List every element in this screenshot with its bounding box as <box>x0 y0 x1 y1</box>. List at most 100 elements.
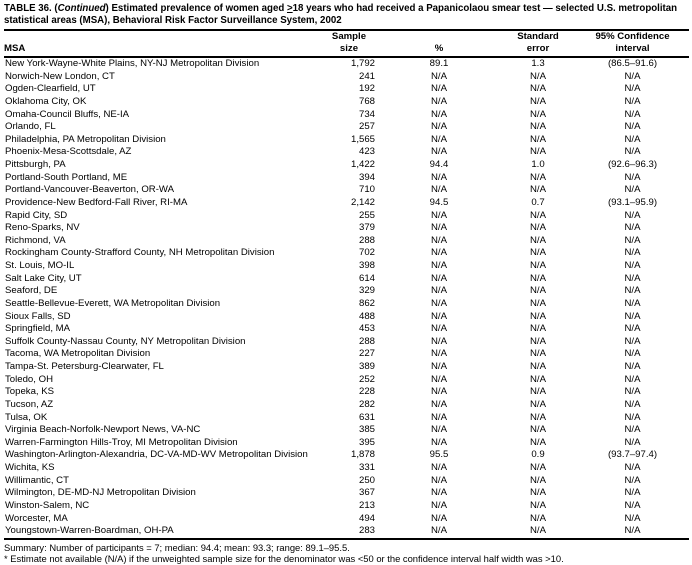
table-row: Willimantic, CT 250 N/A N/A N/A <box>4 475 689 488</box>
percent-cell: N/A <box>431 234 447 246</box>
standard-error-cell: N/A <box>530 133 546 145</box>
table-row: Philadelphia, PA Metropolitan Division 1… <box>4 134 689 147</box>
sample-size-cell: 379 <box>358 222 375 234</box>
header-msa-spacer <box>4 30 320 43</box>
table-row: Sioux Falls, SD 488 N/A N/A N/A <box>4 311 689 324</box>
standard-error-cell: N/A <box>530 95 546 107</box>
sample-size-cell: 488 <box>358 310 375 322</box>
confidence-interval-cell: N/A <box>624 398 641 410</box>
confidence-interval-cell: N/A <box>624 95 641 107</box>
confidence-interval-cell: N/A <box>624 335 641 347</box>
percent-cell: N/A <box>431 222 447 234</box>
confidence-interval-cell: N/A <box>624 348 641 360</box>
table-row: Omaha-Council Bluffs, NE-IA 734 N/A N/A … <box>4 109 689 122</box>
header-se-line2: error <box>500 42 576 59</box>
confidence-interval-cell: N/A <box>624 411 641 423</box>
percent-cell: N/A <box>431 83 447 95</box>
table-row: Pittsburgh, PA 1,422 94.4 1.0 (92.6–96.3… <box>4 159 689 172</box>
msa-cell: Suffolk County-Nassau County, NY Metropo… <box>5 335 246 347</box>
standard-error-cell: N/A <box>530 310 546 322</box>
standard-error-cell: N/A <box>530 70 546 82</box>
msa-cell: Seaford, DE <box>5 285 58 297</box>
msa-cell: New York-Wayne-White Plains, NY-NJ Metro… <box>5 58 260 69</box>
standard-error-cell: 1.3 <box>531 58 545 69</box>
msa-cell: Salt Lake City, UT <box>5 272 82 284</box>
percent-cell: N/A <box>431 323 447 335</box>
table-row: Warren-Farmington Hills-Troy, MI Metropo… <box>4 437 689 450</box>
confidence-interval-cell: (86.5–91.6) <box>607 58 658 69</box>
sample-size-cell: 385 <box>358 424 375 436</box>
confidence-interval-cell: N/A <box>624 260 641 271</box>
msa-cell: Philadelphia, PA Metropolitan Division <box>5 133 166 145</box>
sample-size-cell: 1,878 <box>350 449 375 461</box>
sample-size-cell: 228 <box>358 386 375 398</box>
confidence-interval-cell: (93.1–95.9) <box>607 196 658 208</box>
percent-cell: 94.4 <box>429 159 449 170</box>
sample-size-cell: 255 <box>358 209 375 221</box>
sample-size-cell: 494 <box>358 512 375 524</box>
msa-cell: Pittsburgh, PA <box>5 159 66 170</box>
msa-cell: Toledo, OH <box>5 373 53 385</box>
percent-cell: N/A <box>431 361 447 372</box>
percent-cell: N/A <box>431 436 447 448</box>
percent-cell: N/A <box>431 525 447 537</box>
sample-size-cell: 862 <box>358 297 375 309</box>
percent-cell: N/A <box>431 348 447 360</box>
standard-error-cell: N/A <box>530 83 546 95</box>
table-title: TABLE 36. (Continued) Estimated prevalen… <box>4 3 689 28</box>
msa-cell: St. Louis, MO-IL <box>5 260 75 271</box>
confidence-interval-cell: (92.6–96.3) <box>607 159 658 170</box>
msa-cell: Reno-Sparks, NV <box>5 222 80 234</box>
standard-error-cell: N/A <box>530 398 546 410</box>
percent-cell: N/A <box>431 171 447 183</box>
percent-cell: N/A <box>431 487 447 499</box>
sample-size-cell: 227 <box>358 348 375 360</box>
table-row: Worcester, MA 494 N/A N/A N/A <box>4 513 689 526</box>
confidence-interval-cell: N/A <box>624 310 641 322</box>
percent-cell: N/A <box>431 411 447 423</box>
header-ci-line2: interval <box>576 42 689 59</box>
standard-error-cell: N/A <box>530 171 546 183</box>
standard-error-cell: N/A <box>530 222 546 234</box>
sample-size-cell: 288 <box>358 335 375 347</box>
sample-size-cell: 329 <box>358 285 375 297</box>
percent-cell: N/A <box>431 499 447 511</box>
table-row: St. Louis, MO-IL 398 N/A N/A N/A <box>4 260 689 273</box>
confidence-interval-cell: N/A <box>624 424 641 436</box>
table-row: Richmond, VA 288 N/A N/A N/A <box>4 235 689 248</box>
table-row: Norwich-New London, CT 241 N/A N/A N/A <box>4 71 689 84</box>
standard-error-cell: N/A <box>530 525 546 537</box>
header-row-1: Sample Standard 95% Confidence <box>4 30 689 43</box>
confidence-interval-cell: N/A <box>624 512 641 524</box>
standard-error-cell: N/A <box>530 285 546 297</box>
sample-size-cell: 241 <box>358 70 375 82</box>
table-row: Seaford, DE 329 N/A N/A N/A <box>4 285 689 298</box>
percent-cell: N/A <box>431 398 447 410</box>
sample-size-cell: 768 <box>358 95 375 107</box>
table-row: Youngstown-Warren-Boardman, OH-PA 283 N/… <box>4 525 689 539</box>
msa-cell: Springfield, MA <box>5 323 71 335</box>
msa-cell: Tacoma, WA Metropolitan Division <box>5 348 151 360</box>
table-row: Reno-Sparks, NV 379 N/A N/A N/A <box>4 222 689 235</box>
percent-cell: N/A <box>431 260 447 271</box>
msa-cell: Richmond, VA <box>5 234 66 246</box>
sample-size-cell: 710 <box>358 184 375 196</box>
greater-equal-symbol: > <box>286 3 293 14</box>
header-se-line1: Standard <box>517 30 559 42</box>
standard-error-cell: N/A <box>530 184 546 196</box>
msa-cell: Willimantic, CT <box>5 474 69 486</box>
header-sample-line1: Sample <box>331 30 367 42</box>
standard-error-cell: N/A <box>530 260 546 271</box>
confidence-interval-cell: (93.7–97.4) <box>607 449 658 461</box>
sample-size-cell: 734 <box>358 108 375 120</box>
table-notes: Summary: Number of participants = 7; med… <box>4 542 689 565</box>
table-row: Tacoma, WA Metropolitan Division 227 N/A… <box>4 348 689 361</box>
sample-size-cell: 282 <box>358 398 375 410</box>
percent-cell: N/A <box>431 386 447 398</box>
msa-cell: Tulsa, OK <box>5 411 48 423</box>
msa-cell: Norwich-New London, CT <box>5 70 115 82</box>
sample-size-cell: 1,565 <box>350 133 375 145</box>
confidence-interval-cell: N/A <box>624 525 641 537</box>
sample-size-cell: 423 <box>358 146 375 158</box>
standard-error-cell: N/A <box>530 323 546 335</box>
